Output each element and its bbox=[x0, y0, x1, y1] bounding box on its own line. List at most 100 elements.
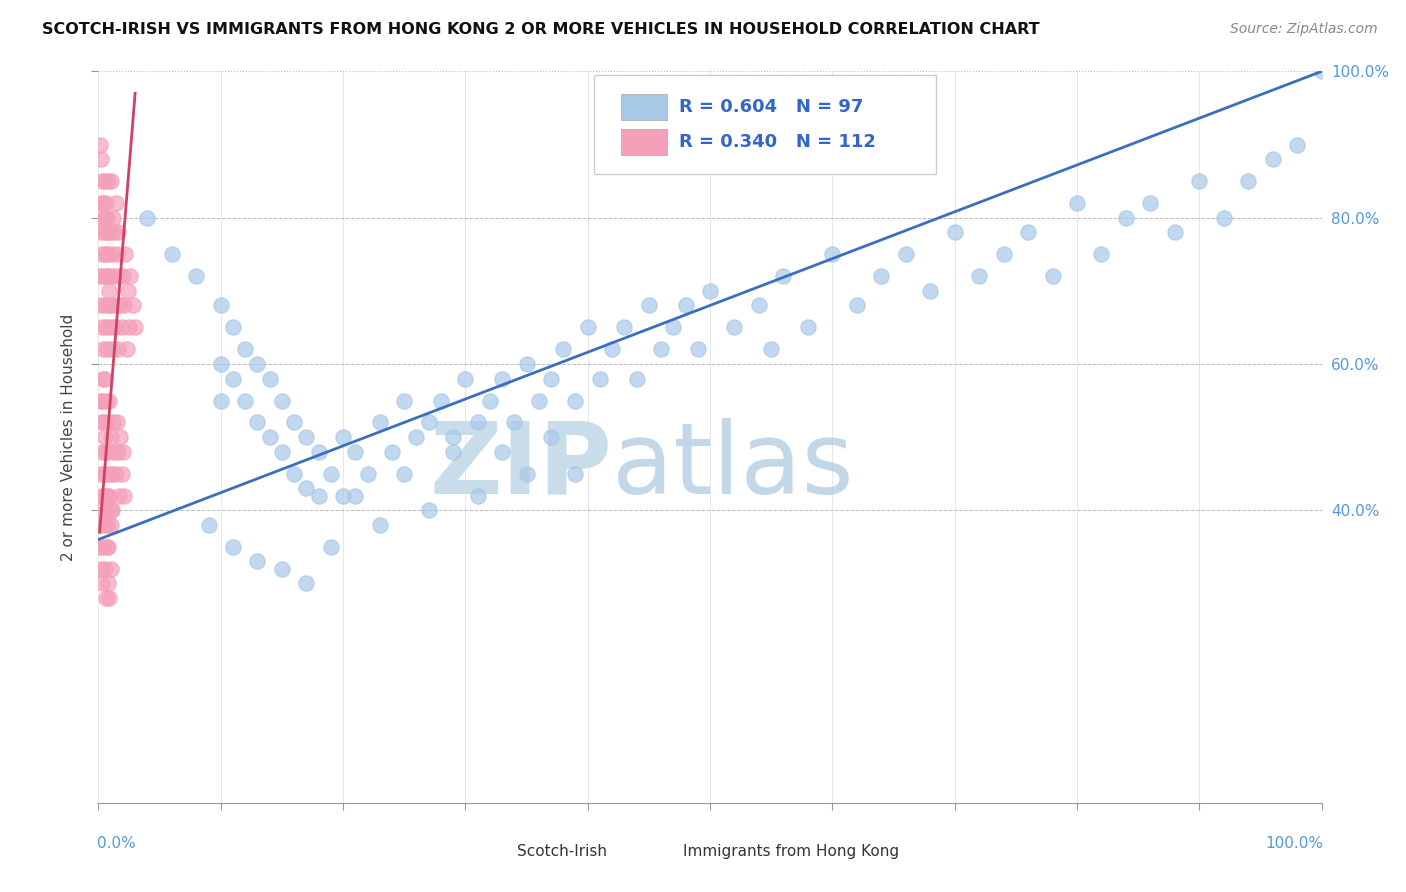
Point bbox=[91, 343, 114, 357]
Point bbox=[91, 196, 114, 211]
Point bbox=[101, 320, 124, 334]
Point bbox=[101, 211, 124, 225]
Point bbox=[503, 416, 526, 430]
Point bbox=[430, 393, 453, 408]
Point bbox=[295, 430, 318, 444]
Point bbox=[392, 393, 416, 408]
Point bbox=[1017, 225, 1039, 239]
Point bbox=[94, 320, 117, 334]
Point bbox=[101, 416, 124, 430]
Point bbox=[675, 298, 697, 312]
Point bbox=[222, 320, 245, 334]
Point bbox=[540, 430, 562, 444]
Point bbox=[1115, 211, 1137, 225]
Point bbox=[93, 298, 115, 312]
Point bbox=[96, 343, 118, 357]
Point bbox=[101, 343, 124, 357]
Point bbox=[1188, 174, 1211, 188]
Point bbox=[405, 430, 427, 444]
Point bbox=[283, 416, 305, 430]
Point bbox=[100, 503, 122, 517]
Point bbox=[100, 298, 122, 312]
Point bbox=[368, 517, 391, 532]
Point bbox=[97, 225, 120, 239]
Text: R = 0.340   N = 112: R = 0.340 N = 112 bbox=[679, 133, 876, 152]
Point bbox=[478, 393, 501, 408]
Point bbox=[98, 393, 121, 408]
Point bbox=[107, 444, 129, 458]
Text: atlas: atlas bbox=[612, 417, 853, 515]
Text: SCOTCH-IRISH VS IMMIGRANTS FROM HONG KONG 2 OR MORE VEHICLES IN HOUSEHOLD CORREL: SCOTCH-IRISH VS IMMIGRANTS FROM HONG KON… bbox=[42, 22, 1040, 37]
Point bbox=[124, 320, 146, 334]
Point bbox=[90, 393, 112, 408]
Point bbox=[564, 467, 586, 481]
Point bbox=[104, 467, 127, 481]
Point bbox=[100, 298, 122, 312]
Point bbox=[270, 562, 294, 576]
Point bbox=[527, 393, 550, 408]
Bar bbox=[471, 841, 508, 862]
Point bbox=[94, 247, 117, 261]
Point bbox=[626, 371, 648, 385]
Point bbox=[94, 225, 117, 239]
Point bbox=[118, 320, 141, 334]
Point bbox=[107, 343, 129, 357]
Point bbox=[96, 503, 118, 517]
Point bbox=[381, 444, 404, 458]
Point bbox=[392, 467, 416, 481]
Point bbox=[295, 576, 318, 591]
Point bbox=[454, 371, 477, 385]
Point bbox=[98, 269, 121, 284]
Point bbox=[209, 357, 232, 371]
Point bbox=[97, 269, 120, 284]
Point bbox=[576, 320, 599, 334]
Point bbox=[1066, 196, 1088, 211]
Point bbox=[112, 489, 135, 503]
Point bbox=[356, 467, 378, 481]
Point bbox=[222, 371, 245, 385]
Point bbox=[104, 196, 127, 211]
Point bbox=[90, 225, 112, 239]
Point bbox=[111, 269, 134, 284]
Point bbox=[93, 517, 115, 532]
Point bbox=[1261, 152, 1284, 166]
Point bbox=[197, 517, 219, 532]
Point bbox=[332, 430, 354, 444]
Point bbox=[1237, 174, 1260, 188]
Point bbox=[186, 269, 208, 284]
Point bbox=[515, 357, 537, 371]
Point bbox=[112, 298, 135, 312]
Point bbox=[91, 371, 114, 385]
Point bbox=[93, 371, 115, 385]
Point bbox=[97, 517, 120, 532]
Point bbox=[120, 269, 142, 284]
Point bbox=[93, 430, 115, 444]
Point bbox=[553, 343, 575, 357]
Point bbox=[93, 225, 115, 239]
Point bbox=[441, 444, 464, 458]
Point bbox=[94, 196, 117, 211]
Point bbox=[91, 540, 114, 554]
Point bbox=[91, 247, 114, 261]
Point bbox=[564, 393, 586, 408]
Y-axis label: 2 or more Vehicles in Household: 2 or more Vehicles in Household bbox=[60, 313, 76, 561]
Point bbox=[91, 416, 114, 430]
Point bbox=[101, 247, 124, 261]
Point bbox=[91, 393, 114, 408]
Point bbox=[94, 489, 117, 503]
Point bbox=[97, 174, 120, 188]
Point bbox=[515, 467, 537, 481]
Point bbox=[319, 540, 342, 554]
Point bbox=[540, 371, 562, 385]
Point bbox=[1286, 137, 1309, 152]
Point bbox=[108, 489, 131, 503]
Point bbox=[100, 225, 122, 239]
Point bbox=[97, 444, 120, 458]
Point bbox=[491, 371, 513, 385]
Point bbox=[97, 298, 120, 312]
Point bbox=[491, 444, 513, 458]
Point bbox=[97, 576, 120, 591]
Point bbox=[101, 467, 124, 481]
Text: Source: ZipAtlas.com: Source: ZipAtlas.com bbox=[1230, 22, 1378, 37]
Point bbox=[98, 467, 121, 481]
